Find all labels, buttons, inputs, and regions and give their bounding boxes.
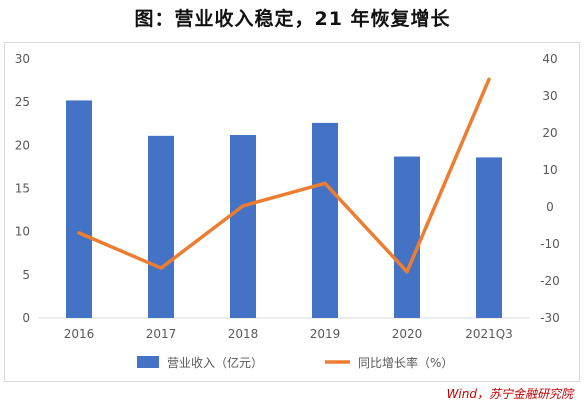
growth-rate-point [487, 77, 491, 81]
y-left-tick-label: 5 [22, 268, 30, 282]
chart-title: 图：营业收入稳定，21 年恢复增长 [134, 7, 451, 30]
y-left-tick-label: 10 [15, 225, 30, 239]
y-left-tick-label: 15 [15, 182, 30, 196]
x-tick-label: 2017 [146, 327, 177, 341]
bar [394, 156, 420, 318]
chart-frame [4, 42, 580, 382]
y-left-tick-label: 25 [15, 95, 30, 109]
growth-rate-point [241, 204, 245, 208]
y-left-tick-label: 20 [15, 138, 30, 152]
y-right-tick-label: 40 [542, 52, 557, 66]
legend-label-growth: 同比增长率（%） [358, 355, 453, 370]
y-right-tick-label: -10 [540, 237, 560, 251]
bar [312, 122, 338, 319]
bar [148, 135, 174, 318]
bar [476, 157, 502, 318]
bar [230, 134, 256, 318]
x-tick-label: 2019 [310, 327, 341, 341]
y-right-tick-label: 20 [542, 126, 557, 140]
growth-rate-line [77, 77, 491, 274]
y-right-tick-label: -20 [540, 274, 560, 288]
y-left-tick-label: 0 [22, 311, 30, 325]
growth-rate-point [323, 181, 327, 185]
growth-rate-point [159, 266, 163, 270]
y-right-tick-label: 10 [542, 163, 557, 177]
x-tick-label: 2016 [64, 327, 95, 341]
x-tick-label: 2020 [392, 327, 423, 341]
y-right-tick-label: 30 [542, 89, 557, 103]
growth-rate-point [77, 231, 81, 235]
y-right-tick-label: 0 [546, 200, 554, 214]
x-tick-label: 2018 [228, 327, 259, 341]
legend-swatch-revenue [137, 356, 159, 368]
x-tick-label: 2021Q3 [465, 327, 513, 341]
bar [66, 100, 92, 318]
y-right-tick-label: -30 [540, 311, 560, 325]
growth-rate-point [405, 270, 409, 274]
source-note: Wind，苏宁金融研究院 [446, 387, 573, 401]
legend-label-revenue: 营业收入（亿元） [167, 355, 263, 370]
y-left-tick-label: 30 [15, 52, 30, 66]
